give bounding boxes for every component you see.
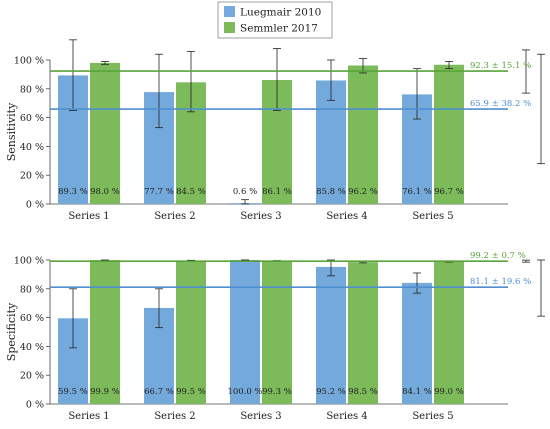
x-category-label: Series 4 (326, 411, 367, 422)
legend-box (217, 1, 333, 39)
y-tick-label: 100 % (14, 56, 44, 67)
y-tick-label: 20 % (20, 371, 44, 382)
y-tick-label: 0 % (26, 200, 44, 211)
reference-line-label: 92.3 ± 15.1 % (470, 61, 531, 71)
bar-semmler (90, 260, 120, 404)
y-tick-label: 100 % (14, 256, 44, 267)
x-category-label: Series 2 (154, 411, 195, 422)
data-label: 98.5 % (348, 387, 378, 397)
y-tick-label: 80 % (20, 284, 44, 295)
legend-label: Semmler 2017 (240, 23, 318, 35)
reference-line-label: 81.1 ± 19.6 % (470, 277, 531, 287)
y-tick-label: 40 % (20, 342, 44, 353)
y-tick-label: 60 % (20, 313, 44, 324)
data-label: 86.1 % (262, 187, 292, 197)
bar-luegmair (316, 80, 346, 204)
bar-semmler (434, 261, 464, 404)
data-label: 59.5 % (58, 387, 88, 397)
data-label: 99.9 % (90, 387, 120, 397)
y-tick-label: 40 % (20, 142, 44, 153)
bar-luegmair (402, 282, 432, 404)
x-category-label: Series 1 (68, 411, 109, 422)
data-label: 66.7 % (144, 387, 174, 397)
y-tick-label: 20 % (20, 171, 44, 182)
x-category-label: Series 5 (412, 211, 453, 222)
x-category-label: Series 5 (412, 411, 453, 422)
x-category-label: Series 2 (154, 211, 195, 222)
y-tick-label: 60 % (20, 113, 44, 124)
data-label: 95.2 % (316, 387, 346, 397)
data-label: 99.5 % (176, 387, 206, 397)
bar-semmler (434, 64, 464, 204)
legend-label: Luegmair 2010 (240, 7, 321, 19)
data-label: 84.5 % (176, 187, 206, 197)
bar-semmler (90, 62, 120, 204)
reference-line-label: 65.9 ± 38.2 % (470, 99, 531, 109)
data-label: 76.1 % (402, 187, 432, 197)
x-category-label: Series 3 (240, 411, 281, 422)
data-label: 100.0 % (227, 387, 262, 397)
bar-semmler (176, 260, 206, 404)
bar-luegmair (316, 266, 346, 404)
data-label: 99.0 % (434, 387, 464, 397)
legend: Luegmair 2010 Semmler 2017 (217, 1, 333, 39)
data-label: 85.8 % (316, 187, 346, 197)
chart-panel-1: 0 % 20 % 40 % 60 % 80 % 100 % Sensitivity 89.3 … (5, 39, 545, 222)
data-label: 99.3 % (262, 387, 292, 397)
data-label: 77.7 % (144, 187, 174, 197)
data-label: 96.2 % (348, 187, 378, 197)
y-tick-label: 0 % (26, 400, 44, 411)
reference-line-label: 99.2 ± 0.7 % (470, 251, 526, 261)
y-axis-label: Sensitivity (5, 102, 18, 161)
y-axis-label: Specificity (5, 302, 18, 361)
data-label: 89.3 % (58, 187, 88, 197)
data-label: 98.0 % (90, 187, 120, 197)
bar-semmler (262, 261, 292, 404)
y-tick-label: 80 % (20, 84, 44, 95)
x-category-label: Series 4 (326, 211, 367, 222)
data-label: 84.1 % (402, 387, 432, 397)
x-category-label: Series 3 (240, 211, 281, 222)
legend-swatch (224, 6, 235, 17)
bar-semmler (348, 65, 378, 204)
data-label: 96.7 % (434, 187, 464, 197)
bar-luegmair (230, 260, 260, 404)
legend-swatch (224, 22, 235, 33)
x-category-label: Series 1 (68, 211, 109, 222)
chart-panel-2: 0 % 20 % 40 % 60 % 80 % 100 % Specificity 59.5 … (5, 251, 545, 422)
data-label: 0.6 % (233, 187, 257, 197)
bar-semmler (348, 262, 378, 404)
